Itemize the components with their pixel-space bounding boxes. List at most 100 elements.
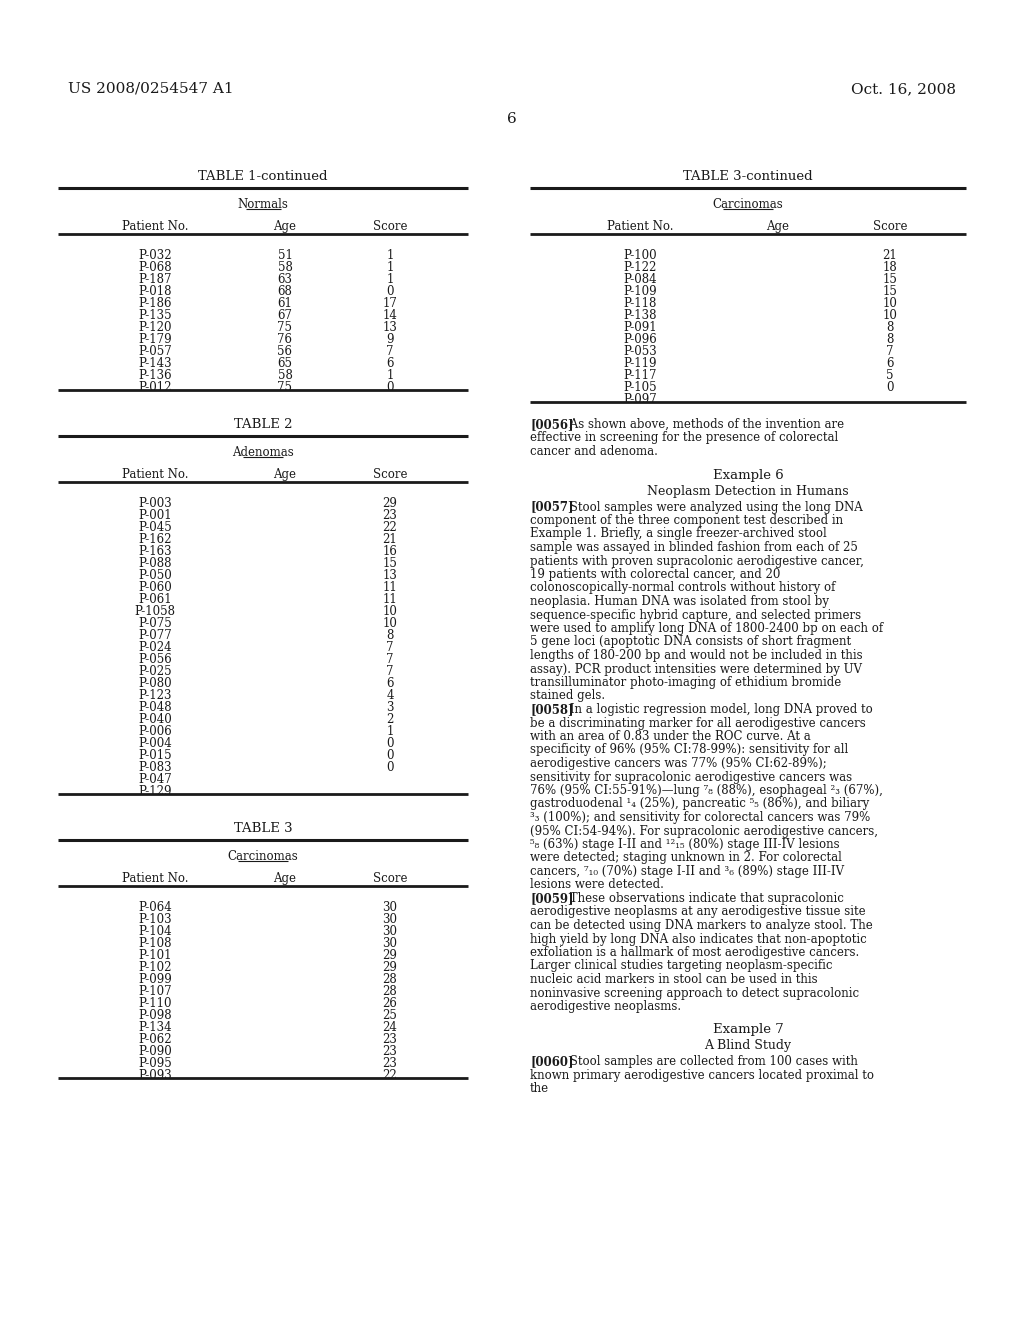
Text: Age: Age [273, 220, 297, 234]
Text: Score: Score [373, 873, 408, 884]
Text: TABLE 1-continued: TABLE 1-continued [199, 170, 328, 183]
Text: P-117: P-117 [624, 370, 656, 381]
Text: colonoscopically-normal controls without history of: colonoscopically-normal controls without… [530, 582, 836, 594]
Text: Larger clinical studies targeting neoplasm-specific: Larger clinical studies targeting neopla… [530, 960, 833, 973]
Text: 7: 7 [386, 345, 394, 358]
Text: 30: 30 [383, 913, 397, 927]
Text: 28: 28 [383, 985, 397, 998]
Text: Patient No.: Patient No. [122, 873, 188, 884]
Text: As shown above, methods of the invention are: As shown above, methods of the invention… [566, 418, 844, 432]
Text: high yield by long DNA also indicates that non-apoptotic: high yield by long DNA also indicates th… [530, 932, 866, 945]
Text: known primary aerodigestive cancers located proximal to: known primary aerodigestive cancers loca… [530, 1069, 874, 1082]
Text: 15: 15 [883, 285, 897, 298]
Text: specificity of 96% (95% CI:78-99%): sensitivity for all: specificity of 96% (95% CI:78-99%): sens… [530, 743, 848, 756]
Text: P-025: P-025 [138, 665, 172, 678]
Text: 6: 6 [886, 356, 894, 370]
Text: were used to amplify long DNA of 1800-2400 bp on each of: were used to amplify long DNA of 1800-24… [530, 622, 883, 635]
Text: can be detected using DNA markers to analyze stool. The: can be detected using DNA markers to ana… [530, 919, 872, 932]
Text: 6: 6 [507, 112, 517, 125]
Text: P-084: P-084 [624, 273, 656, 286]
Text: P-080: P-080 [138, 677, 172, 690]
Text: 3: 3 [386, 701, 394, 714]
Text: 13: 13 [383, 569, 397, 582]
Text: P-102: P-102 [138, 961, 172, 974]
Text: 7: 7 [386, 653, 394, 667]
Text: 65: 65 [278, 356, 293, 370]
Text: lengths of 180-200 bp and would not be included in this: lengths of 180-200 bp and would not be i… [530, 649, 862, 663]
Text: 6: 6 [386, 356, 394, 370]
Text: Patient No.: Patient No. [122, 220, 188, 234]
Text: 24: 24 [383, 1020, 397, 1034]
Text: P-012: P-012 [138, 381, 172, 393]
Text: P-186: P-186 [138, 297, 172, 310]
Text: P-120: P-120 [138, 321, 172, 334]
Text: 15: 15 [383, 557, 397, 570]
Text: 0: 0 [386, 762, 394, 774]
Text: P-047: P-047 [138, 774, 172, 785]
Text: P-129: P-129 [138, 785, 172, 799]
Text: P-004: P-004 [138, 737, 172, 750]
Text: P-040: P-040 [138, 713, 172, 726]
Text: [0059]: [0059] [530, 892, 573, 906]
Text: 16: 16 [383, 545, 397, 558]
Text: 21: 21 [883, 249, 897, 261]
Text: P-006: P-006 [138, 725, 172, 738]
Text: P-099: P-099 [138, 973, 172, 986]
Text: [0056]: [0056] [530, 418, 573, 432]
Text: 23: 23 [383, 1034, 397, 1045]
Text: 8: 8 [386, 630, 393, 642]
Text: 25: 25 [383, 1008, 397, 1022]
Text: Normals: Normals [238, 198, 289, 211]
Text: P-061: P-061 [138, 593, 172, 606]
Text: 10: 10 [383, 605, 397, 618]
Text: exfoliation is a hallmark of most aerodigestive cancers.: exfoliation is a hallmark of most aerodi… [530, 946, 859, 960]
Text: P-091: P-091 [624, 321, 656, 334]
Text: 51: 51 [278, 249, 293, 261]
Text: 0: 0 [386, 285, 394, 298]
Text: 14: 14 [383, 309, 397, 322]
Text: P-075: P-075 [138, 616, 172, 630]
Text: noninvasive screening approach to detect supracolonic: noninvasive screening approach to detect… [530, 986, 859, 999]
Text: P-018: P-018 [138, 285, 172, 298]
Text: nucleic acid markers in stool can be used in this: nucleic acid markers in stool can be use… [530, 973, 817, 986]
Text: 63: 63 [278, 273, 293, 286]
Text: Adenomas: Adenomas [232, 446, 294, 459]
Text: 75: 75 [278, 381, 293, 393]
Text: 10: 10 [383, 616, 397, 630]
Text: P-048: P-048 [138, 701, 172, 714]
Text: 1: 1 [386, 261, 393, 275]
Text: aerodigestive neoplasms at any aerodigestive tissue site: aerodigestive neoplasms at any aerodiges… [530, 906, 865, 919]
Text: 18: 18 [883, 261, 897, 275]
Text: transilluminator photo-imaging of ethidium bromide: transilluminator photo-imaging of ethidi… [530, 676, 842, 689]
Text: P-136: P-136 [138, 370, 172, 381]
Text: P-122: P-122 [624, 261, 656, 275]
Text: Example 1. Briefly, a single freezer-archived stool: Example 1. Briefly, a single freezer-arc… [530, 528, 826, 540]
Text: P-003: P-003 [138, 498, 172, 510]
Text: P-097: P-097 [624, 393, 656, 407]
Text: [0060]: [0060] [530, 1056, 573, 1068]
Text: 30: 30 [383, 925, 397, 939]
Text: 1: 1 [386, 370, 393, 381]
Text: 30: 30 [383, 902, 397, 913]
Text: P-100: P-100 [624, 249, 656, 261]
Text: P-1058: P-1058 [134, 605, 175, 618]
Text: Age: Age [273, 469, 297, 480]
Text: 29: 29 [383, 949, 397, 962]
Text: 9: 9 [386, 333, 394, 346]
Text: Stool samples were analyzed using the long DNA: Stool samples were analyzed using the lo… [566, 500, 863, 513]
Text: P-104: P-104 [138, 925, 172, 939]
Text: Carcinomas: Carcinomas [227, 850, 298, 863]
Text: effective in screening for the presence of colorectal: effective in screening for the presence … [530, 432, 839, 445]
Text: [0057]: [0057] [530, 500, 573, 513]
Text: P-032: P-032 [138, 249, 172, 261]
Text: 68: 68 [278, 285, 293, 298]
Text: 11: 11 [383, 593, 397, 606]
Text: 7: 7 [386, 642, 394, 653]
Text: P-187: P-187 [138, 273, 172, 286]
Text: P-107: P-107 [138, 985, 172, 998]
Text: component of the three component test described in: component of the three component test de… [530, 513, 843, 527]
Text: 67: 67 [278, 309, 293, 322]
Text: P-090: P-090 [138, 1045, 172, 1059]
Text: 15: 15 [883, 273, 897, 286]
Text: 0: 0 [386, 381, 394, 393]
